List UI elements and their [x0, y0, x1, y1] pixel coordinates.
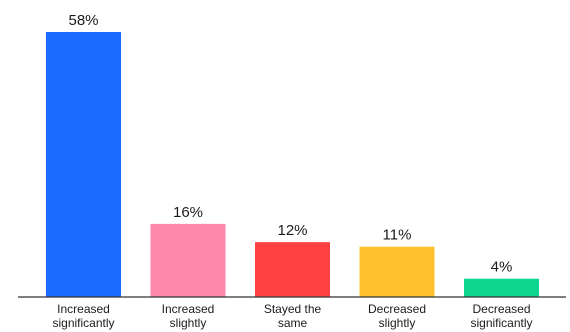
category-label-0-line-1: significantly: [52, 316, 114, 330]
category-label-0: Increased significantly: [52, 302, 114, 330]
category-label-0-line-0: Increased: [57, 302, 110, 316]
value-label-1: 16%: [173, 204, 203, 221]
bar-3: [359, 246, 435, 297]
category-label-2-line-1: same: [278, 316, 308, 330]
category-label-1-line-1: slightly: [170, 316, 207, 330]
category-label-1: Increased slightly: [162, 302, 215, 330]
bar-1: [150, 223, 226, 297]
bar-2: [255, 242, 330, 297]
category-label-2-line-0: Stayed the: [264, 302, 322, 316]
value-labels-layer: 58% 16% 12% 11% 4%: [68, 12, 512, 276]
category-label-4-line-0: Decreased: [472, 302, 530, 316]
bar-0: [46, 32, 121, 297]
bar-4: [464, 278, 539, 297]
bars-layer: [46, 32, 539, 297]
category-label-3-line-1: slightly: [379, 316, 416, 330]
value-label-3: 11%: [383, 227, 412, 244]
category-label-1-line-0: Increased: [162, 302, 215, 316]
value-label-4: 4%: [491, 259, 513, 276]
category-label-4-line-1: significantly: [470, 316, 532, 330]
category-label-4: Decreased significantly: [470, 302, 532, 330]
value-label-0: 58%: [68, 12, 98, 29]
value-label-2: 12%: [277, 222, 307, 239]
category-label-3: Decreased slightly: [368, 302, 426, 330]
category-label-3-line-0: Decreased: [368, 302, 426, 316]
category-label-2: Stayed the same: [264, 302, 322, 330]
